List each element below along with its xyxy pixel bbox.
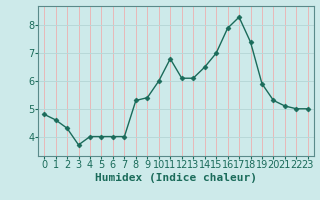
- X-axis label: Humidex (Indice chaleur): Humidex (Indice chaleur): [95, 173, 257, 183]
